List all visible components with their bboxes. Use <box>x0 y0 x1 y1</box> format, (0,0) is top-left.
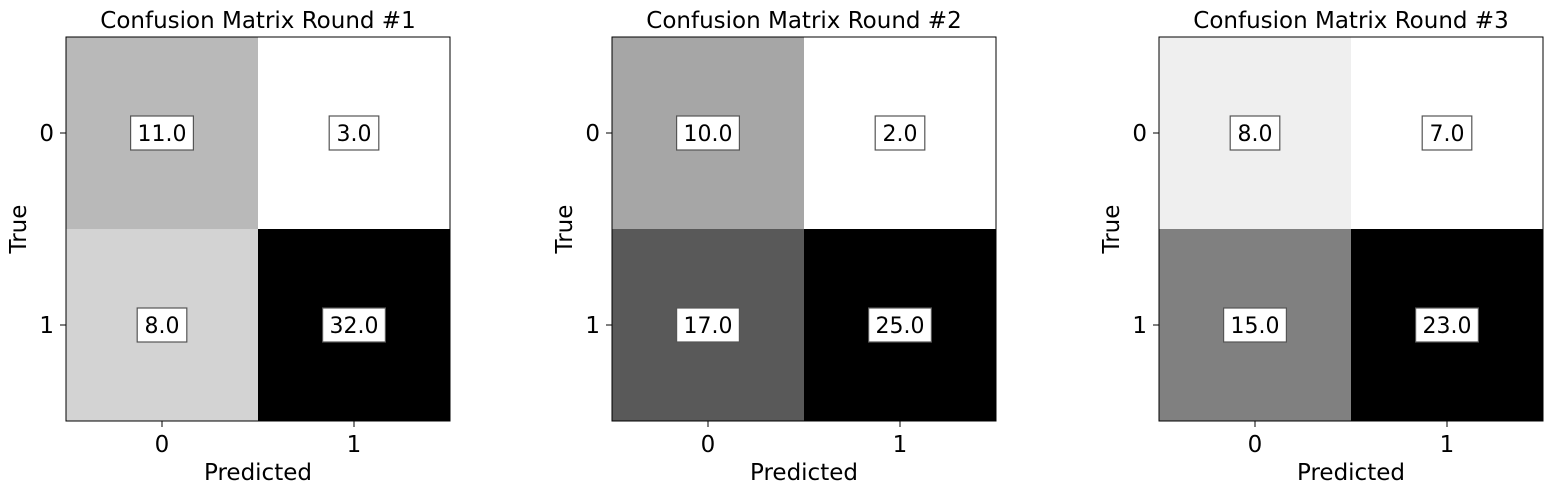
cell-value-label: 10.0 <box>684 122 733 147</box>
cell-value-label: 7.0 <box>1430 122 1465 147</box>
y-tick-label: 1 <box>39 313 54 339</box>
x-axis-label: Predicted <box>750 460 858 486</box>
cell-value-box <box>675 115 740 151</box>
cell-value-box <box>675 307 740 343</box>
confusion-matrix-panel-1: Confusion Matrix Round #1 11.0 3.0 8.0 32.0 0… <box>6 8 451 486</box>
x-tick-label: 1 <box>893 432 908 458</box>
confusion-matrix-panel-2: Confusion Matrix Round #2 10.0 2.0 17.0 25.0… <box>552 8 997 486</box>
cell-value-box <box>322 307 387 343</box>
y-tick-label: 0 <box>1132 121 1147 147</box>
cell-value-box <box>1229 115 1281 151</box>
chart-title: Confusion Matrix Round #3 <box>1193 8 1508 34</box>
cell-value-box <box>328 115 380 151</box>
cell-value-label: 23.0 <box>1423 314 1472 339</box>
cell-value-box <box>1421 115 1473 151</box>
plot-frame <box>611 36 997 422</box>
y-axis-label: True <box>6 205 32 255</box>
y-axis-label: True <box>552 205 578 255</box>
cell-value-label: 25.0 <box>876 314 925 339</box>
x-tick-label: 1 <box>1440 432 1455 458</box>
cell-value-box <box>1414 307 1479 343</box>
y-tick-label: 0 <box>585 121 600 147</box>
cell-value-label: 32.0 <box>330 314 379 339</box>
plot-frame <box>1158 36 1544 422</box>
cell-value-label: 17.0 <box>684 314 733 339</box>
y-tick-label: 1 <box>585 313 600 339</box>
chart-title: Confusion Matrix Round #1 <box>100 8 415 34</box>
x-tick-label: 0 <box>155 432 170 458</box>
chart-title: Confusion Matrix Round #2 <box>646 8 961 34</box>
plot-frame <box>65 36 451 422</box>
cell-value-label: 3.0 <box>337 122 372 147</box>
cell-value-label: 15.0 <box>1231 314 1280 339</box>
cell-value-box <box>874 115 926 151</box>
x-tick-label: 0 <box>701 432 716 458</box>
cell-value-box <box>136 307 188 343</box>
x-axis-label: Predicted <box>1297 460 1405 486</box>
x-axis-label: Predicted <box>204 460 312 486</box>
cell-value-box <box>1222 307 1287 343</box>
cell-value-box <box>130 115 195 151</box>
cell-value-label: 8.0 <box>1238 122 1273 147</box>
y-axis-label: True <box>1099 205 1125 255</box>
confusion-matrix-panel-3: Confusion Matrix Round #3 8.0 7.0 15.0 23.0 0… <box>1099 8 1544 486</box>
cell-value-label: 11.0 <box>138 122 187 147</box>
cell-value-box <box>867 307 932 343</box>
x-tick-label: 0 <box>1248 432 1263 458</box>
cell-value-label: 8.0 <box>145 314 180 339</box>
y-tick-label: 1 <box>1132 313 1147 339</box>
cell-value-label: 2.0 <box>883 122 918 147</box>
y-tick-label: 0 <box>39 121 54 147</box>
x-tick-label: 1 <box>347 432 362 458</box>
